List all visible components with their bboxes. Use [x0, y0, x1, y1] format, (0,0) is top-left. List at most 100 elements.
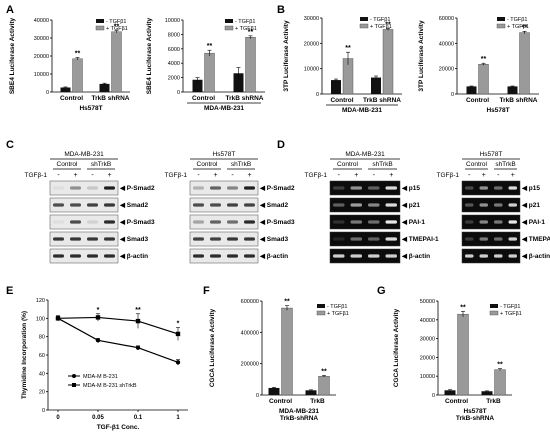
- band: [333, 186, 345, 190]
- band: [210, 254, 221, 258]
- y-tick-label: 2000: [168, 76, 180, 82]
- legend-marker: [72, 383, 76, 387]
- band: [210, 220, 221, 224]
- group-label: Control: [466, 161, 488, 168]
- row-label: ◀ TMEPAI-1: [521, 236, 550, 243]
- legend-label: - TGFβ1: [500, 304, 520, 310]
- cell-line-label: MDA-MB-231: [64, 151, 104, 158]
- band: [479, 220, 488, 224]
- row-label: ◀ p21: [401, 202, 420, 209]
- band: [508, 186, 517, 190]
- significance-mark: **: [114, 24, 120, 31]
- legend-label: + TGFβ1: [500, 311, 522, 317]
- band: [465, 254, 474, 258]
- y-tick-label: 30000: [420, 337, 435, 343]
- legend-label: MDA-M B-231: [83, 374, 118, 380]
- y-tick-label: 20000: [304, 41, 319, 47]
- bar: [371, 77, 381, 94]
- legend-swatch: [496, 23, 506, 29]
- band: [465, 220, 474, 224]
- blot-strip: [49, 214, 119, 230]
- band: [350, 237, 362, 241]
- lane-label: -: [468, 172, 471, 179]
- band: [87, 220, 98, 224]
- gel-d-mda: MDA-MB-231 Control shTrkB TGFβ-1 - + - + ◀ p15 ◀ …: [304, 151, 439, 264]
- y-tick-label: 600000: [241, 299, 259, 305]
- data-point: [95, 338, 101, 343]
- row-label: ◀ β-actin: [401, 253, 430, 260]
- band: [479, 186, 488, 190]
- row-label: ◀ Smad3: [259, 236, 289, 243]
- band: [494, 237, 503, 241]
- legend-swatch: [360, 17, 368, 21]
- bar: [318, 376, 330, 396]
- lane-label: +: [247, 172, 251, 179]
- lane-label: +: [389, 172, 393, 179]
- legend-label: + TGFβ1: [507, 24, 529, 30]
- x-tick-label: 1: [176, 415, 180, 421]
- legend-swatch: [489, 310, 499, 316]
- legend-swatch: [96, 19, 104, 23]
- legend-label: - TGFβ1: [327, 304, 347, 310]
- band: [385, 203, 397, 207]
- significance-mark: *: [97, 307, 100, 314]
- band: [193, 220, 204, 224]
- row-label: ◀ TMEPAI-1: [401, 236, 439, 243]
- bar: [245, 37, 256, 93]
- lane-label: +: [354, 172, 358, 179]
- band: [104, 254, 115, 258]
- lane-label: +: [213, 172, 217, 179]
- row-label: ◀ P-Smad2: [119, 185, 155, 192]
- band: [385, 220, 397, 224]
- band: [87, 237, 98, 241]
- panel-letter-e: E: [6, 285, 13, 297]
- significance-mark: **: [497, 362, 503, 369]
- x-tick-label: 0: [56, 415, 60, 421]
- significance-mark: **: [345, 45, 351, 52]
- x-axis-label: TGF-β1 Conc.: [97, 424, 140, 431]
- group-label: Control: [337, 161, 359, 168]
- chart-b-3tp-mda: 0 10000 20000 30000 3TP Luciferase Activity *…: [283, 16, 402, 114]
- bar: [457, 313, 469, 396]
- blot-strip: [189, 197, 259, 213]
- x-category-label: TrkB shRNA: [500, 97, 538, 104]
- band: [210, 203, 221, 207]
- row-label: ◀ β-actin: [119, 253, 148, 260]
- chart-f-cgca-mda: 0 200000 400000 600000 CGCA Luciferase Activ…: [209, 299, 349, 422]
- band: [350, 186, 362, 190]
- band: [465, 203, 474, 207]
- x-axis-label-2: TrkB-shRNA: [280, 415, 319, 422]
- row-label: ◀ p15: [521, 185, 540, 192]
- band: [87, 186, 98, 190]
- group-label: shTrkB: [91, 161, 111, 168]
- x-category-label: TrkB: [310, 398, 325, 405]
- bar: [305, 390, 317, 395]
- band: [70, 186, 81, 190]
- band: [104, 186, 115, 190]
- treatment-label: TGFβ-1: [164, 172, 187, 179]
- legend-swatch: [225, 19, 233, 23]
- band: [104, 203, 115, 207]
- data-point: [95, 315, 101, 320]
- bar: [481, 391, 493, 395]
- chart-e-thymidine: 0 20 40 60 80 100 120 0 0.05 0.1 1 Thymidine Incorp…: [21, 298, 188, 431]
- band: [70, 203, 81, 207]
- series-line: [57, 316, 179, 335]
- panel-letter-d: D: [277, 139, 285, 151]
- y-axis-label: CGCA Luciferase Activity: [209, 308, 216, 387]
- band: [465, 186, 474, 190]
- y-axis-label: 3TP Luciferase Activity: [418, 20, 425, 92]
- x-category-label: Control: [330, 97, 353, 104]
- lane-label: -: [231, 172, 234, 179]
- chart-g-cgca-hs578t: 0 10000 20000 30000 40000 50000 CGCA Luciferas…: [393, 299, 522, 422]
- y-tick-label: 6000: [168, 47, 180, 53]
- band: [333, 237, 345, 241]
- y-axis-label: CGCA Luciferase Activity: [393, 308, 400, 387]
- band: [244, 186, 255, 190]
- lane-label: +: [73, 172, 77, 179]
- bar: [494, 369, 506, 396]
- y-tick-label: 10000: [34, 72, 49, 78]
- row-label: ◀ β-actin: [521, 253, 550, 260]
- blot-strip: [49, 180, 119, 196]
